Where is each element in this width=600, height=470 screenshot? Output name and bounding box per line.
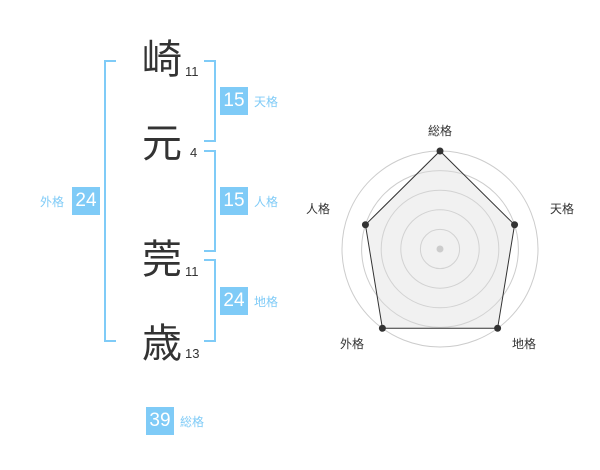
radar-label-gaikaku: 外格 bbox=[340, 337, 365, 351]
gaikaku-bracket bbox=[104, 60, 116, 342]
stroke-count-2: 4 bbox=[190, 145, 198, 160]
name-char-4: 歳 bbox=[142, 321, 182, 367]
radar-point bbox=[436, 147, 444, 155]
radar-label-soukaku: 総格 bbox=[428, 124, 453, 138]
radar-point bbox=[511, 221, 519, 229]
stroke-count-3: 11 bbox=[185, 264, 199, 279]
radar-point bbox=[494, 324, 502, 332]
radar-ring bbox=[400, 209, 480, 289]
jinkaku-label: 人格 bbox=[254, 195, 279, 209]
radar-area bbox=[364, 150, 516, 329]
tenkaku-value: 15 bbox=[220, 87, 248, 115]
radar-label-jinkaku: 人格 bbox=[306, 202, 331, 216]
radar-point bbox=[361, 221, 369, 229]
stroke-count-1: 11 bbox=[185, 64, 199, 79]
radar-ring bbox=[419, 228, 461, 270]
name-char-2: 元 bbox=[142, 121, 182, 167]
chikaku-value: 24 bbox=[220, 287, 248, 315]
gaikaku-label: 外格 bbox=[40, 195, 65, 209]
tenkaku-label: 天格 bbox=[254, 95, 279, 109]
tenkaku-bracket bbox=[204, 60, 216, 142]
radar-ring bbox=[380, 189, 500, 309]
jinkaku-bracket bbox=[204, 150, 216, 252]
soukaku-value: 39 bbox=[146, 407, 174, 435]
radar-ring bbox=[361, 170, 519, 328]
radar-label-tenkaku: 天格 bbox=[550, 202, 575, 216]
stroke-count-4: 13 bbox=[185, 346, 200, 361]
radar-point bbox=[378, 324, 386, 332]
chikaku-label: 地格 bbox=[254, 295, 279, 309]
chikaku-bracket bbox=[204, 259, 216, 342]
gaikaku-value: 24 bbox=[72, 187, 100, 215]
soukaku-label: 総格 bbox=[180, 415, 205, 429]
name-char-3: 莞 bbox=[142, 237, 182, 283]
radar-center bbox=[436, 245, 444, 253]
name-char-1: 崎 bbox=[142, 37, 182, 83]
jinkaku-value: 15 bbox=[220, 187, 248, 215]
radar-label-chikaku: 地格 bbox=[512, 337, 537, 351]
